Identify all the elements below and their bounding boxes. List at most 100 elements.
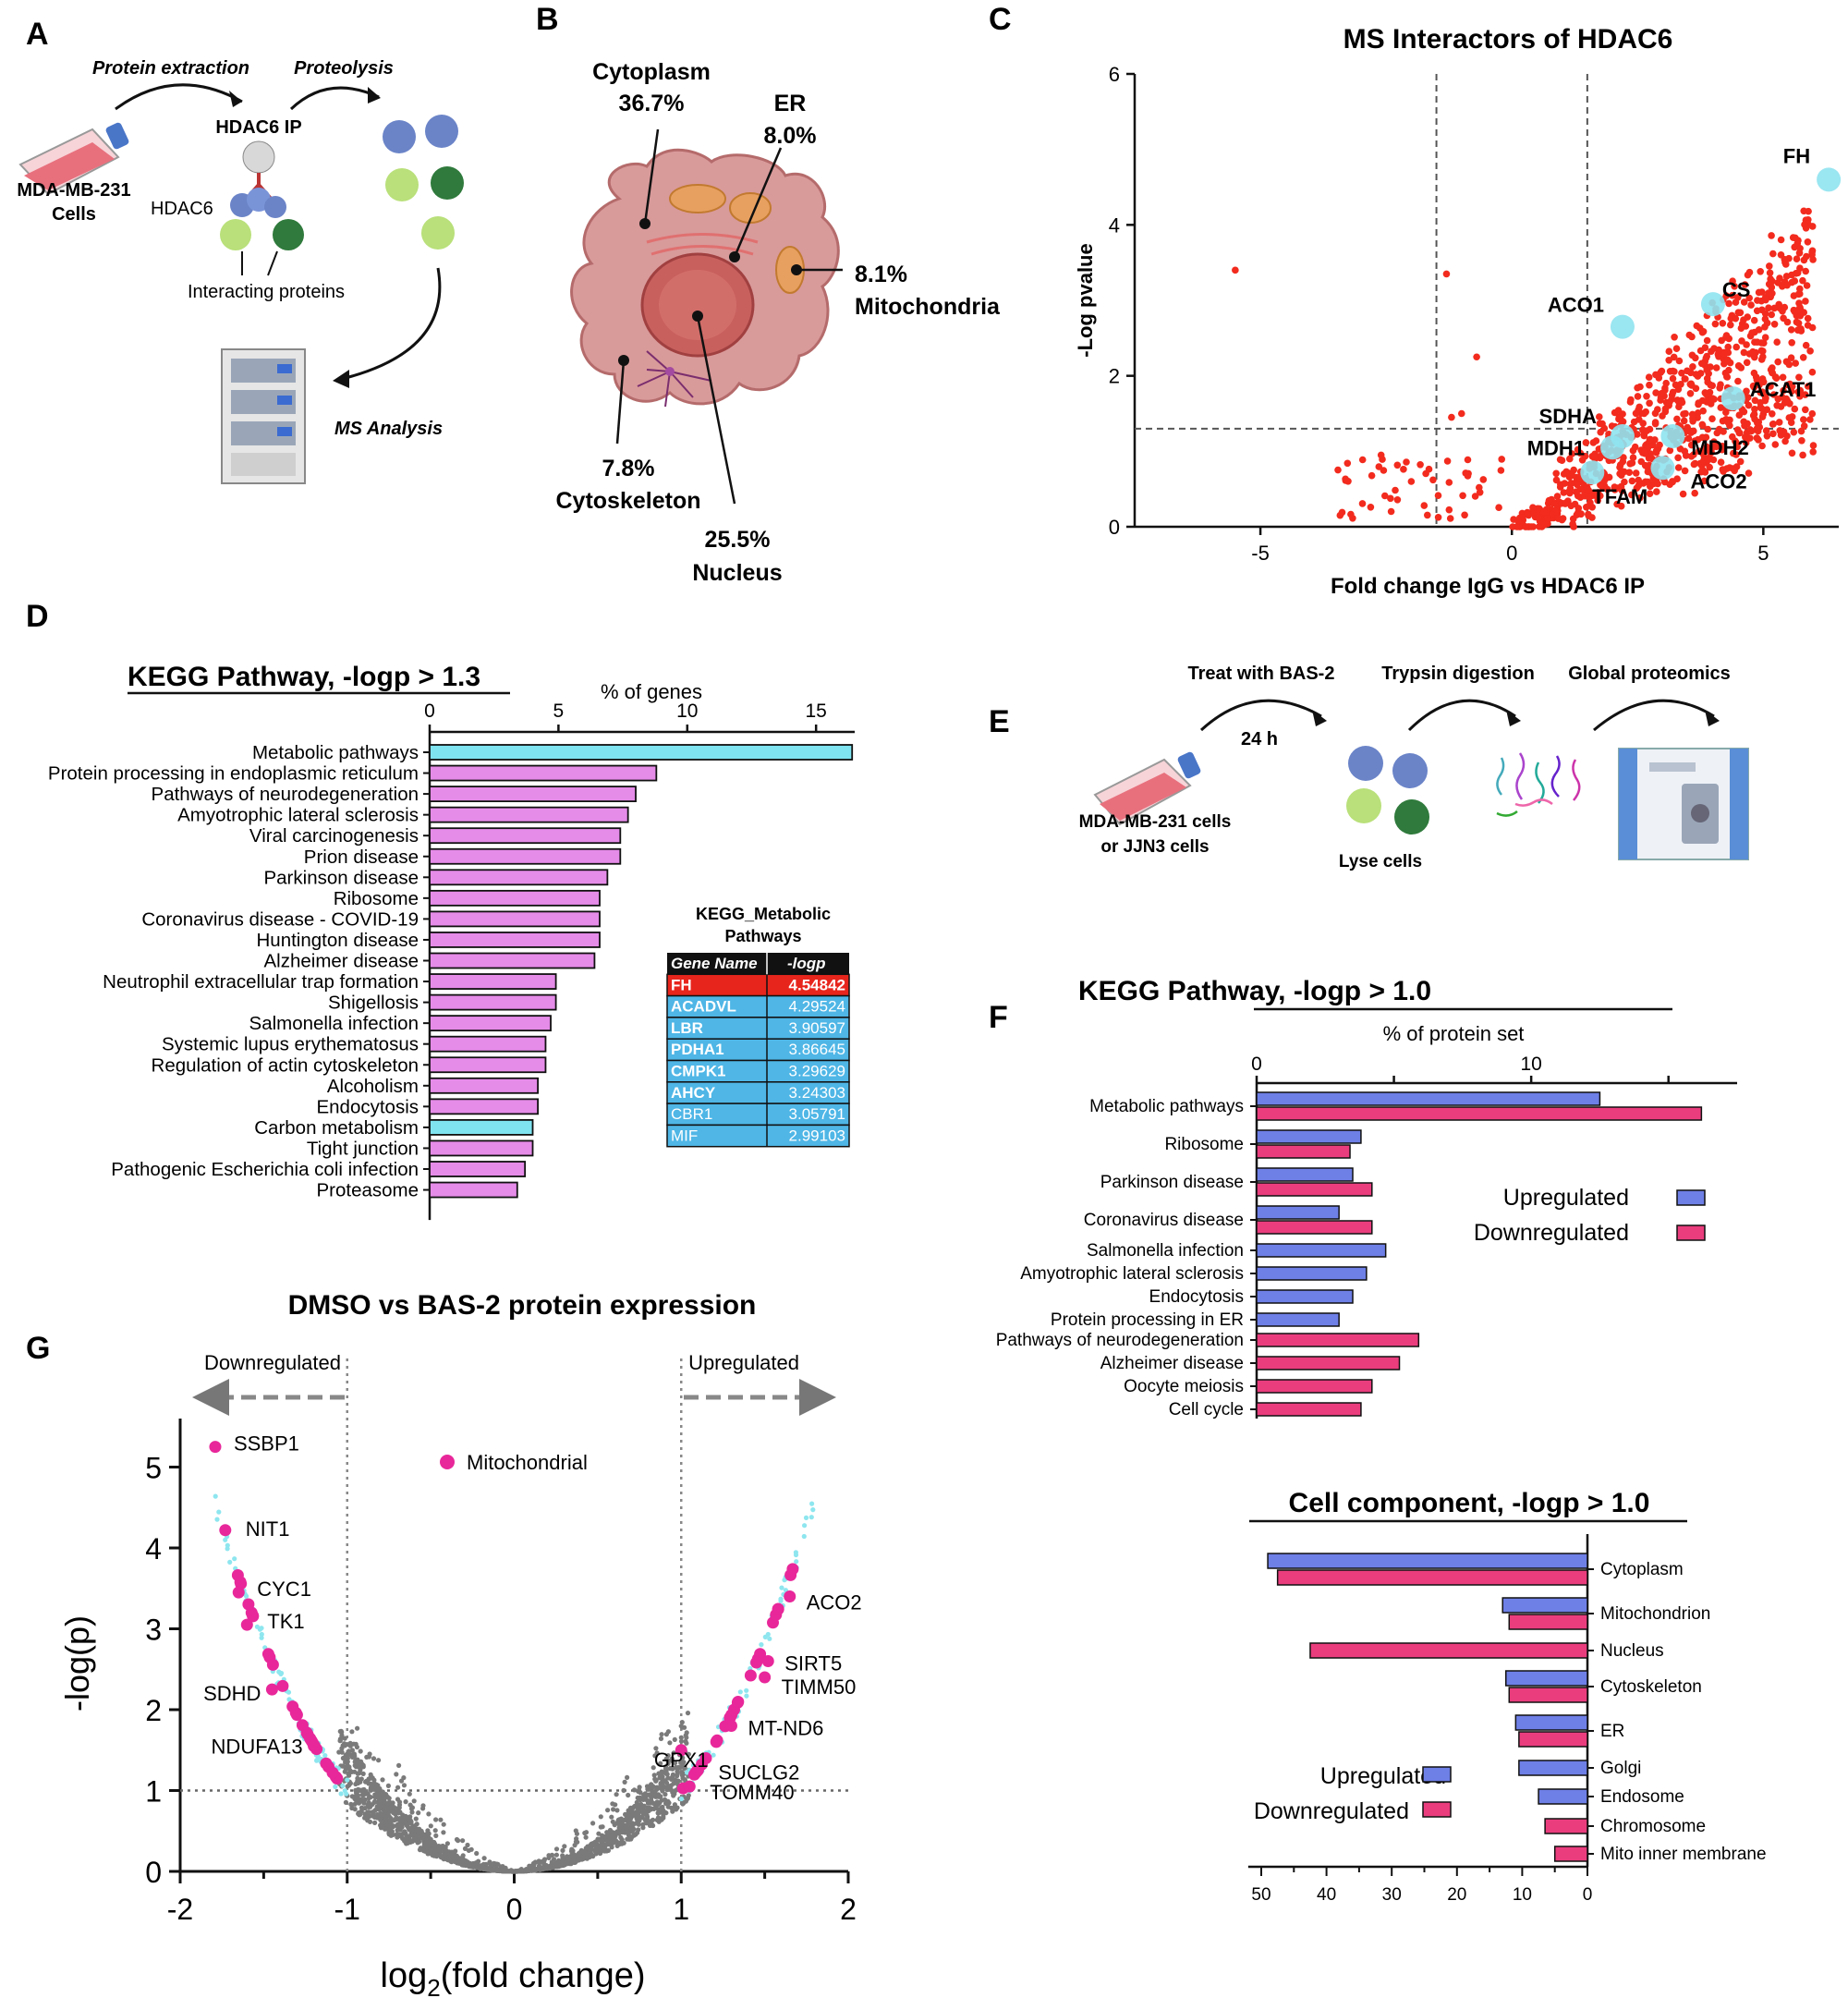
c-point-outlier bbox=[1407, 478, 1416, 485]
c-point bbox=[1769, 420, 1777, 428]
g-point bbox=[405, 1823, 410, 1830]
g-point bbox=[370, 1785, 375, 1790]
c-point bbox=[1556, 456, 1564, 464]
c-point bbox=[1596, 413, 1603, 420]
c-point bbox=[1344, 478, 1352, 485]
inset-header-logp: -logp bbox=[787, 955, 826, 972]
f1-category-label: Parkinson disease bbox=[1100, 1173, 1244, 1192]
d-category-label: Viral carcinogenesis bbox=[249, 825, 419, 847]
c-point bbox=[1387, 507, 1395, 516]
g-point bbox=[663, 1771, 669, 1776]
g-point bbox=[383, 1810, 388, 1816]
c-point bbox=[1744, 313, 1751, 321]
d-xtick-label: 0 bbox=[424, 701, 435, 722]
c-point bbox=[1759, 353, 1767, 360]
c-point bbox=[1769, 410, 1776, 418]
c-point bbox=[1675, 357, 1684, 365]
panel-f: F KEGG Pathway, -logp > 1.0 % of protein… bbox=[989, 976, 1767, 1905]
g-point bbox=[415, 1840, 420, 1846]
g-point bbox=[474, 1850, 480, 1857]
c-point bbox=[1785, 414, 1793, 421]
separated-proteins-icon bbox=[383, 115, 464, 250]
g-point bbox=[590, 1821, 596, 1826]
g-point bbox=[663, 1780, 670, 1785]
d-bar bbox=[429, 1161, 527, 1177]
g-point bbox=[680, 1759, 686, 1764]
c-point bbox=[1781, 437, 1789, 445]
c-point bbox=[1808, 368, 1817, 376]
c-point bbox=[1552, 469, 1560, 478]
g-xtick-label: 0 bbox=[506, 1893, 523, 1926]
d-category-label: Alcoholism bbox=[327, 1076, 419, 1097]
g-arrow-left-head bbox=[192, 1379, 229, 1416]
c-point bbox=[1572, 488, 1580, 495]
c-point bbox=[1724, 419, 1732, 427]
g-mito-point bbox=[326, 1766, 339, 1779]
g-point bbox=[396, 1762, 402, 1768]
c-point bbox=[1678, 398, 1686, 407]
c-point bbox=[1769, 250, 1777, 258]
g-point bbox=[582, 1830, 588, 1836]
c-point bbox=[1635, 476, 1642, 484]
c-point bbox=[1736, 457, 1745, 466]
g-point bbox=[407, 1839, 413, 1845]
c-point bbox=[1603, 485, 1611, 493]
g-point bbox=[663, 1785, 669, 1791]
c-point bbox=[1670, 353, 1678, 361]
g-point bbox=[682, 1765, 687, 1771]
g-point bbox=[631, 1833, 637, 1838]
c-point bbox=[1783, 318, 1792, 326]
g-point bbox=[655, 1801, 662, 1807]
inset-gene: MIF bbox=[671, 1127, 698, 1144]
c-highlight-label: FH bbox=[1783, 144, 1810, 167]
g-point bbox=[631, 1787, 638, 1793]
f2-xtick-label: 10 bbox=[1513, 1885, 1532, 1905]
g-point bbox=[367, 1813, 372, 1819]
c-point bbox=[1541, 520, 1549, 529]
c-point bbox=[1809, 442, 1818, 449]
g-point bbox=[409, 1809, 415, 1815]
g-arrow-left-label: Downregulated bbox=[204, 1351, 341, 1374]
g-point bbox=[670, 1809, 675, 1814]
c-point bbox=[1476, 483, 1483, 492]
g-point bbox=[680, 1724, 686, 1730]
f2-xtick-label: 20 bbox=[1447, 1885, 1466, 1905]
c-point bbox=[1722, 292, 1731, 299]
c-point bbox=[1732, 343, 1740, 351]
g-sig-point bbox=[765, 1631, 771, 1638]
g-point bbox=[592, 1847, 599, 1853]
c-point bbox=[1700, 477, 1708, 485]
g-point bbox=[481, 1856, 487, 1861]
d-xtick-label: 5 bbox=[553, 701, 565, 722]
g-point bbox=[658, 1736, 664, 1741]
c-point bbox=[1743, 359, 1751, 367]
f1-bar-up bbox=[1256, 1129, 1362, 1144]
d-bar bbox=[429, 932, 601, 948]
g-point bbox=[656, 1794, 662, 1799]
g-point bbox=[522, 1868, 528, 1874]
c-point bbox=[1699, 466, 1707, 474]
inset-title-2: Pathways bbox=[724, 927, 801, 945]
d-bar bbox=[429, 1181, 518, 1199]
c-point bbox=[1665, 357, 1672, 364]
g-point bbox=[634, 1799, 639, 1805]
g-labeled-point bbox=[308, 1739, 321, 1752]
c-point-outlier bbox=[1442, 270, 1451, 278]
g-sig-point bbox=[759, 1642, 764, 1648]
d-bar bbox=[429, 806, 629, 823]
g-point bbox=[627, 1825, 634, 1831]
d-title: KEGG Pathway, -logp > 1.3 bbox=[128, 662, 480, 692]
c-point bbox=[1760, 339, 1768, 347]
g-point bbox=[561, 1862, 566, 1868]
f1-legend-up-swatch bbox=[1676, 1189, 1706, 1206]
c-point bbox=[1768, 284, 1776, 291]
g-point bbox=[438, 1855, 444, 1860]
g-point bbox=[383, 1826, 388, 1832]
g-legend-label: Mitochondrial bbox=[467, 1451, 588, 1474]
inset-logp: 4.29524 bbox=[789, 998, 845, 1016]
g-point-label: SSBP1 bbox=[234, 1432, 299, 1456]
c-highlight-label: SDHA bbox=[1539, 405, 1597, 428]
g-mito-point bbox=[247, 1609, 260, 1622]
c-point bbox=[1400, 466, 1407, 473]
c-point bbox=[1611, 483, 1619, 491]
